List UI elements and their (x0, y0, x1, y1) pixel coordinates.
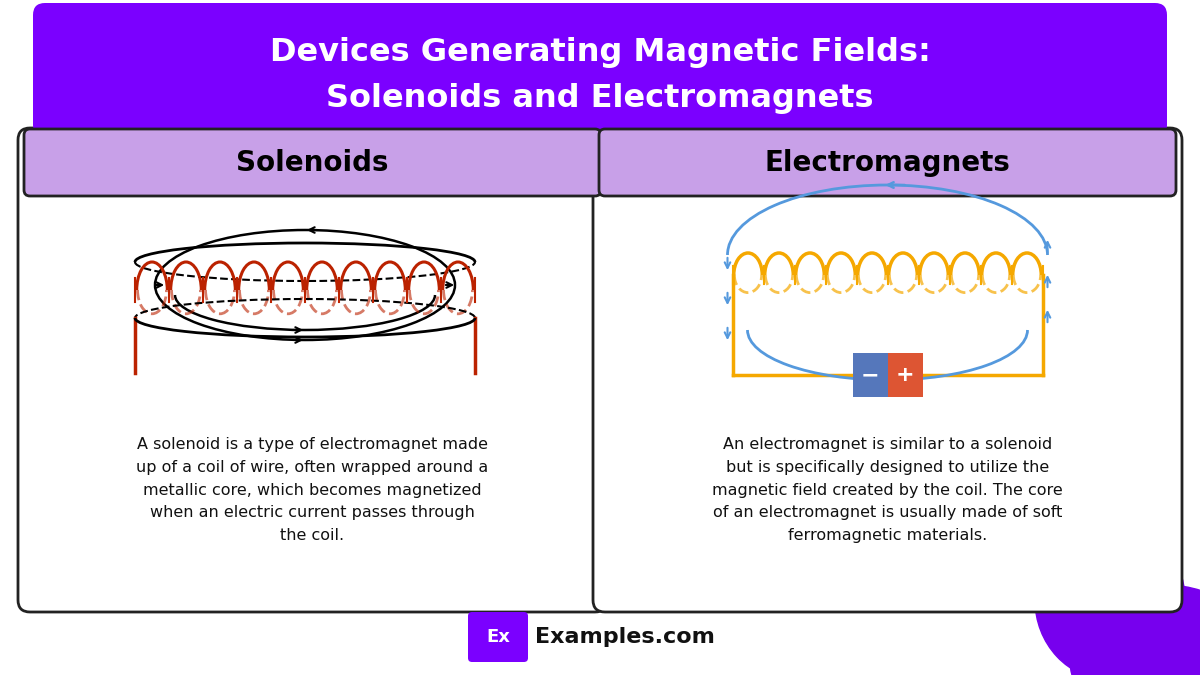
Text: Devices Generating Magnetic Fields:: Devices Generating Magnetic Fields: (270, 38, 930, 68)
FancyBboxPatch shape (852, 353, 888, 397)
Text: A solenoid is a type of electromagnet made
up of a coil of wire, often wrapped a: A solenoid is a type of electromagnet ma… (137, 437, 488, 543)
Text: Electromagnets: Electromagnets (764, 149, 1010, 177)
FancyBboxPatch shape (888, 353, 923, 397)
Text: −: − (860, 365, 880, 385)
Text: Examples.com: Examples.com (535, 627, 715, 647)
Ellipse shape (1034, 520, 1186, 675)
Text: Ex: Ex (486, 628, 510, 646)
Text: An electromagnet is similar to a solenoid
but is specifically designed to utiliz: An electromagnet is similar to a solenoi… (712, 437, 1063, 543)
FancyBboxPatch shape (24, 129, 601, 196)
FancyBboxPatch shape (34, 3, 1166, 137)
FancyBboxPatch shape (18, 128, 607, 612)
Text: +: + (895, 365, 914, 385)
FancyBboxPatch shape (593, 128, 1182, 612)
Ellipse shape (1070, 585, 1200, 675)
FancyBboxPatch shape (468, 612, 528, 662)
Text: Solenoids: Solenoids (236, 149, 389, 177)
Text: Solenoids and Electromagnets: Solenoids and Electromagnets (326, 82, 874, 113)
FancyBboxPatch shape (599, 129, 1176, 196)
